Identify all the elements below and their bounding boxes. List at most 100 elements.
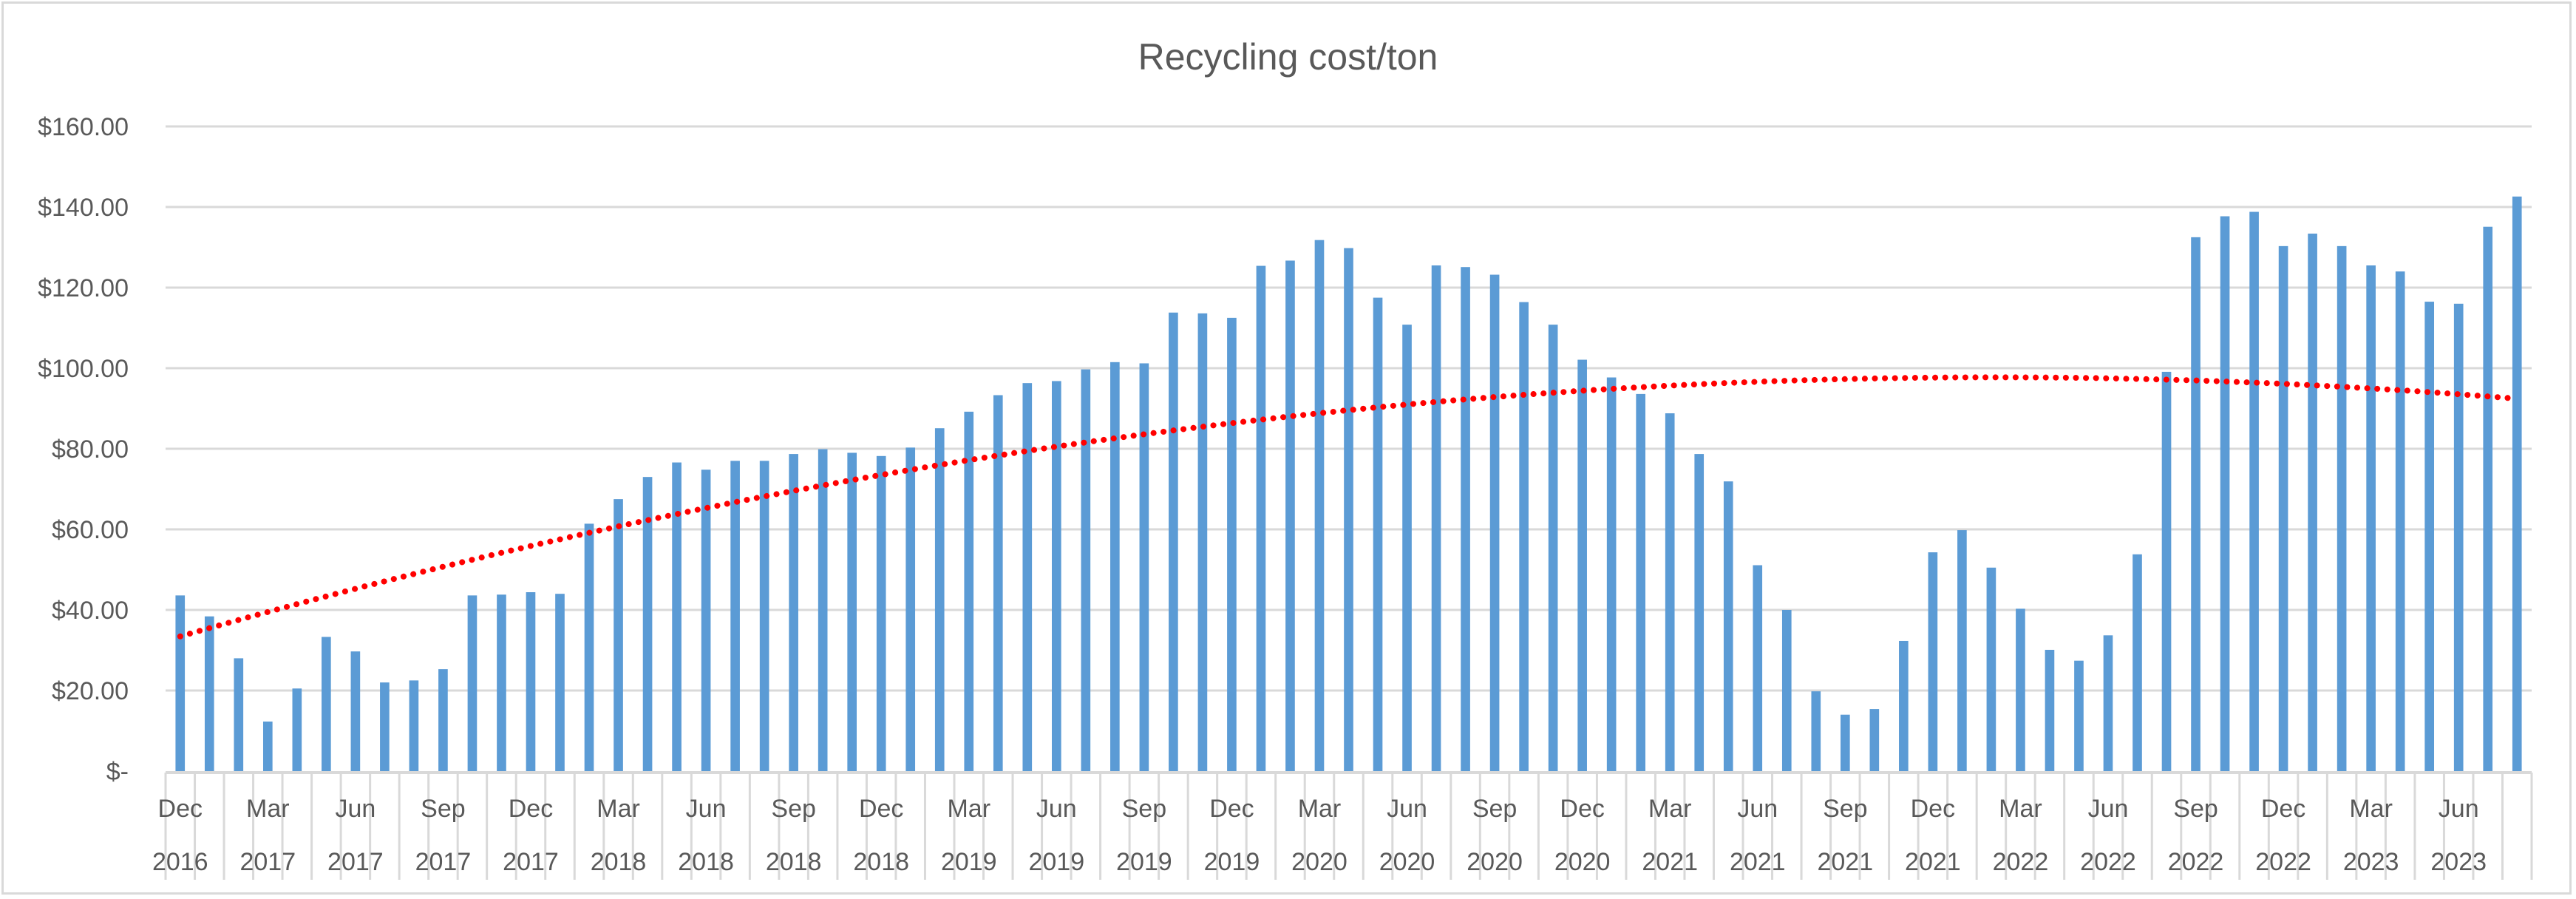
x-tick-month: Dec: [1209, 795, 1254, 823]
bar: [1986, 567, 1996, 771]
x-tick-month: Dec: [1911, 795, 1955, 823]
x-tick-year: 2021: [1642, 848, 1698, 876]
x-tick-month: Dec: [509, 795, 553, 823]
bar: [555, 594, 565, 771]
x-tick-year: 2017: [327, 848, 384, 876]
x-tick-year: 2022: [2168, 848, 2224, 876]
bar: [1139, 363, 1149, 772]
bar: [1227, 317, 1237, 771]
bar: [1256, 265, 1266, 771]
x-tick-month: Sep: [421, 795, 466, 823]
x-tick-year: 2020: [1554, 848, 1611, 876]
bar: [292, 688, 302, 771]
bar: [2337, 245, 2347, 771]
x-tick-year: 2018: [766, 848, 822, 876]
x-tick-month: Sep: [1823, 795, 1868, 823]
bar: [1694, 454, 1705, 771]
x-tick-month: Sep: [771, 795, 816, 823]
bar: [964, 411, 974, 771]
x-tick-year: 2018: [678, 848, 734, 876]
x-tick-month: Sep: [1472, 795, 1518, 823]
y-tick-label: $160.00: [38, 113, 129, 141]
bar: [1489, 274, 1500, 771]
bar: [905, 447, 916, 771]
x-tick-month: Mar: [2349, 795, 2393, 823]
x-tick-year: 2023: [2430, 848, 2487, 876]
bar: [818, 449, 828, 771]
bar: [847, 452, 857, 771]
x-tick-year: 2020: [1467, 848, 1523, 876]
bar: [2016, 608, 2025, 771]
x-tick-year: 2022: [1993, 848, 2049, 876]
bar: [876, 455, 886, 771]
bar: [1402, 325, 1412, 771]
bar: [1606, 377, 1617, 771]
x-tick-month: Mar: [947, 795, 990, 823]
x-tick-month: Dec: [1560, 795, 1604, 823]
x-tick-year: 2017: [415, 848, 472, 876]
bar: [672, 462, 682, 771]
x-tick-year: 2023: [2343, 848, 2399, 876]
bar: [1051, 381, 1061, 771]
bar: [934, 428, 945, 771]
bar: [701, 469, 711, 771]
x-tick-month: Jun: [1387, 795, 1427, 823]
x-tick-month: Jun: [1036, 795, 1077, 823]
x-tick-year: 2021: [1905, 848, 1961, 876]
x-tick-year: 2017: [503, 848, 559, 876]
y-tick-label: $120.00: [38, 274, 129, 302]
x-tick-year: 2019: [941, 848, 997, 876]
bar: [1314, 240, 1325, 771]
bar: [175, 595, 186, 771]
bar: [2483, 226, 2493, 772]
bar: [497, 594, 506, 771]
bar: [2103, 635, 2113, 771]
bar: [1665, 413, 1675, 771]
bar: [2278, 245, 2288, 771]
bar: [438, 669, 448, 771]
x-tick-year: 2016: [152, 848, 208, 876]
bar: [1957, 530, 1967, 771]
bar: [1577, 359, 1587, 771]
bar: [1753, 565, 1763, 771]
y-tick-label: $20.00: [52, 677, 129, 705]
bar: [2395, 271, 2405, 771]
bar: [1811, 691, 1821, 771]
x-tick-year: 2022: [2255, 848, 2311, 876]
x-tick-year: 2017: [239, 848, 296, 876]
x-tick-year: 2018: [853, 848, 909, 876]
bar: [2045, 649, 2055, 771]
x-tick-month: Jun: [686, 795, 727, 823]
x-tick-month: Sep: [2173, 795, 2218, 823]
bar: [1519, 302, 1529, 771]
bar: [1899, 640, 1909, 771]
bar: [1548, 325, 1558, 771]
x-tick-month: Dec: [2261, 795, 2305, 823]
bar: [614, 499, 623, 771]
x-tick-month: Mar: [1298, 795, 1342, 823]
bar: [2191, 237, 2201, 771]
y-tick-label: $40.00: [52, 597, 129, 625]
bar: [759, 461, 769, 771]
x-tick-month: Jun: [2439, 795, 2479, 823]
bar: [2512, 196, 2522, 772]
x-tick-month: Mar: [1999, 795, 2042, 823]
bar: [2220, 216, 2230, 771]
bar: [1723, 481, 1733, 771]
x-tick-month: Mar: [597, 795, 640, 823]
x-tick-month: Dec: [158, 795, 203, 823]
bar: [993, 395, 1003, 771]
bar: [789, 454, 798, 771]
bar: [1169, 312, 1178, 771]
bar: [1928, 552, 1938, 771]
trendline: [177, 374, 2521, 640]
bar: [2249, 211, 2259, 771]
bar: [584, 523, 594, 771]
bar: [2132, 554, 2142, 771]
x-tick-month: Jun: [335, 795, 375, 823]
x-tick-month: Mar: [246, 795, 290, 823]
bar: [1461, 267, 1470, 772]
bar: [2308, 233, 2317, 772]
bar: [1022, 383, 1033, 771]
